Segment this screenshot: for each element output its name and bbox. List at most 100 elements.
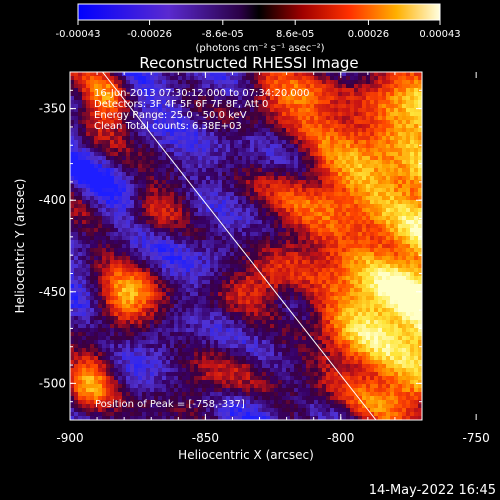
heatmap-cell xyxy=(210,72,214,76)
heatmap-cell xyxy=(134,276,138,280)
heatmap-cell xyxy=(170,208,174,212)
heatmap-cell xyxy=(214,260,218,264)
heatmap-cell xyxy=(130,272,134,276)
heatmap-cell xyxy=(306,260,310,264)
heatmap-cell xyxy=(346,84,350,88)
heatmap-cell xyxy=(166,228,170,232)
heatmap-cell xyxy=(334,176,338,180)
heatmap-cell xyxy=(366,212,370,216)
heatmap-cell xyxy=(98,212,102,216)
heatmap-cell xyxy=(98,108,102,112)
heatmap-cell xyxy=(314,188,318,192)
heatmap-cell xyxy=(114,252,118,256)
heatmap-cell xyxy=(190,292,194,296)
heatmap-cell xyxy=(238,72,242,76)
heatmap-cell xyxy=(190,216,194,220)
heatmap-cell xyxy=(290,124,294,128)
heatmap-cell xyxy=(86,236,90,240)
heatmap-cell xyxy=(254,292,258,296)
heatmap-cell xyxy=(230,244,234,248)
heatmap-cell xyxy=(318,180,322,184)
heatmap-cell xyxy=(270,252,274,256)
heatmap-cell xyxy=(142,224,146,228)
heatmap-cell xyxy=(210,240,214,244)
heatmap-cell xyxy=(138,128,142,132)
heatmap-cell xyxy=(226,216,230,220)
heatmap-cell xyxy=(78,220,82,224)
heatmap-cell xyxy=(302,240,306,244)
heatmap-cell xyxy=(182,204,186,208)
heatmap-cell xyxy=(158,76,162,80)
heatmap-cell xyxy=(118,84,122,88)
heatmap-cell xyxy=(134,100,138,104)
heatmap-cell xyxy=(118,200,122,204)
heatmap-cell xyxy=(282,76,286,80)
heatmap-cell xyxy=(306,200,310,204)
heatmap-cell xyxy=(154,96,158,100)
heatmap-cell xyxy=(394,148,398,152)
heatmap-cell xyxy=(386,292,390,296)
heatmap-cell xyxy=(282,92,286,96)
heatmap-cell xyxy=(210,220,214,224)
heatmap-cell xyxy=(414,136,418,140)
heatmap-cell xyxy=(82,232,86,236)
heatmap-cell xyxy=(270,96,274,100)
heatmap-cell xyxy=(350,224,354,228)
heatmap-cell xyxy=(70,112,74,116)
heatmap-cell xyxy=(378,112,382,116)
heatmap-cell xyxy=(278,260,282,264)
heatmap-cell xyxy=(278,188,282,192)
heatmap-cell xyxy=(118,88,122,92)
heatmap-cell xyxy=(146,224,150,228)
heatmap-cell xyxy=(186,96,190,100)
heatmap-cell xyxy=(278,156,282,160)
heatmap-cell xyxy=(398,176,402,180)
heatmap-cell xyxy=(150,112,154,116)
heatmap-cell xyxy=(226,116,230,120)
heatmap-cell xyxy=(314,88,318,92)
heatmap-cell xyxy=(150,296,154,300)
heatmap-cell xyxy=(414,168,418,172)
heatmap-cell xyxy=(166,84,170,88)
heatmap-cell xyxy=(290,116,294,120)
heatmap-cell xyxy=(246,204,250,208)
heatmap-cell xyxy=(362,104,366,108)
heatmap-cell xyxy=(158,156,162,160)
heatmap-cell xyxy=(330,156,334,160)
heatmap-cell xyxy=(202,204,206,208)
heatmap-cell xyxy=(230,148,234,152)
heatmap-cell xyxy=(142,220,146,224)
heatmap-cell xyxy=(358,148,362,152)
heatmap-cell xyxy=(158,136,162,140)
heatmap-cell xyxy=(234,128,238,132)
heatmap-cell xyxy=(390,196,394,200)
heatmap-cell xyxy=(122,76,126,80)
heatmap-cell xyxy=(406,264,410,268)
heatmap-cell xyxy=(86,224,90,228)
heatmap-cell xyxy=(242,280,246,284)
heatmap-cell xyxy=(326,176,330,180)
heatmap-cell xyxy=(110,244,114,248)
heatmap-cell xyxy=(334,140,338,144)
heatmap-cell xyxy=(266,184,270,188)
heatmap-cell xyxy=(110,288,114,292)
heatmap-cell xyxy=(170,276,174,280)
heatmap-cell xyxy=(158,272,162,276)
heatmap-cell xyxy=(178,288,182,292)
heatmap-cell xyxy=(374,76,378,80)
heatmap-cell xyxy=(90,292,94,296)
heatmap-cell xyxy=(338,92,342,96)
heatmap-cell xyxy=(286,128,290,132)
heatmap-cell xyxy=(86,108,90,112)
heatmap-cell xyxy=(118,124,122,128)
heatmap-cell xyxy=(134,172,138,176)
heatmap-cell xyxy=(270,72,274,76)
heatmap-cell xyxy=(134,264,138,268)
heatmap-cell xyxy=(86,76,90,80)
heatmap-cell xyxy=(274,124,278,128)
heatmap-cell xyxy=(322,132,326,136)
heatmap-cell xyxy=(350,104,354,108)
heatmap-cell xyxy=(138,204,142,208)
heatmap-cell xyxy=(318,244,322,248)
heatmap-cell xyxy=(410,208,414,212)
